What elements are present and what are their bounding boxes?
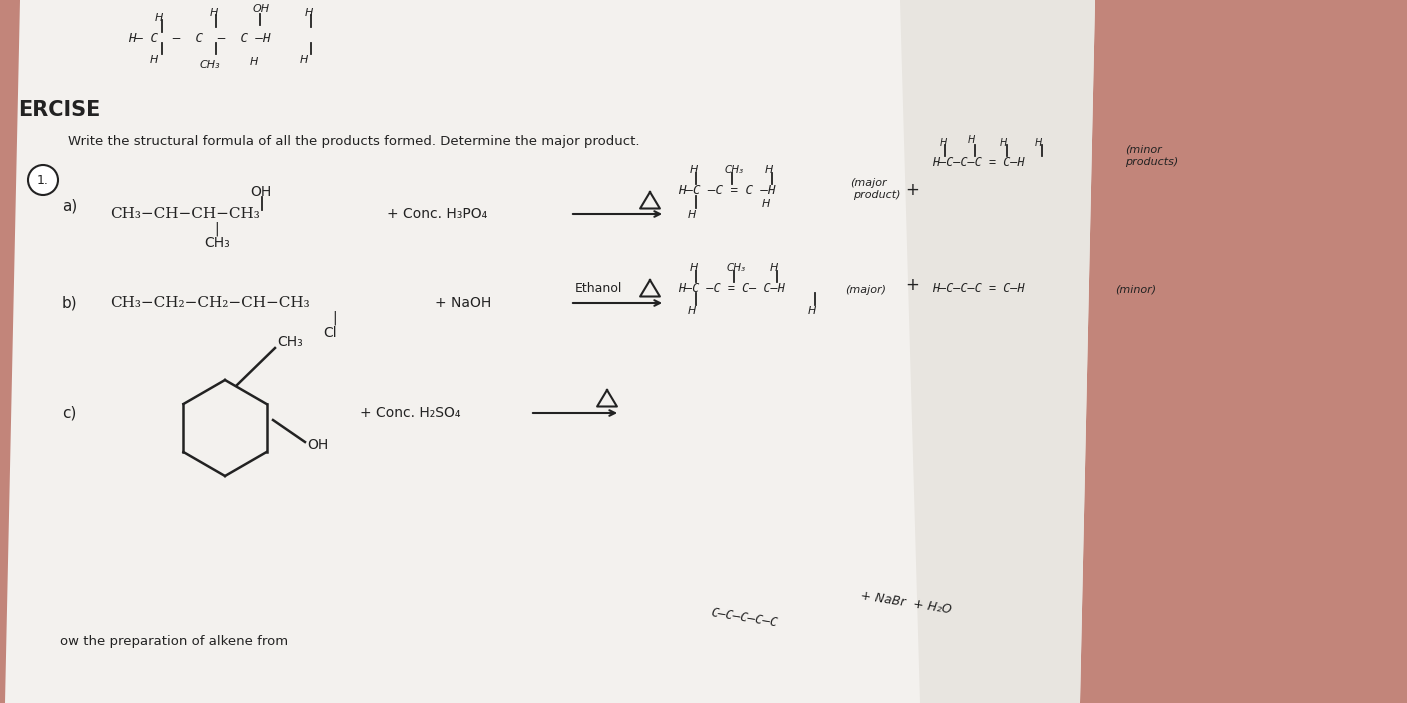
Text: H: H xyxy=(210,8,218,18)
Text: H–C–C–C = C–H: H–C–C–C = C–H xyxy=(931,281,1024,295)
Text: H: H xyxy=(770,263,778,273)
Text: 1.: 1. xyxy=(37,174,49,186)
Text: Cl: Cl xyxy=(324,326,336,340)
Text: OH: OH xyxy=(250,185,272,199)
Text: + Conc. H₂SO₄: + Conc. H₂SO₄ xyxy=(360,406,460,420)
Text: CH₃−CH−CH−CH₃: CH₃−CH−CH−CH₃ xyxy=(110,207,260,221)
Text: + NaOH: + NaOH xyxy=(435,296,491,310)
Text: H– C  –  C  –  C –H: H– C – C – C –H xyxy=(128,32,270,44)
Text: H: H xyxy=(300,55,308,65)
Text: H: H xyxy=(688,210,696,220)
Text: c): c) xyxy=(62,406,76,420)
Text: ERCISE: ERCISE xyxy=(18,100,100,120)
Text: CH₃: CH₃ xyxy=(725,165,744,175)
Text: CH₃: CH₃ xyxy=(277,335,303,349)
Text: OH: OH xyxy=(253,4,270,14)
Text: H: H xyxy=(151,55,159,65)
Text: H: H xyxy=(940,138,947,148)
Text: H: H xyxy=(688,306,696,316)
Text: CH₃: CH₃ xyxy=(204,236,229,250)
Text: (major): (major) xyxy=(846,285,886,295)
Text: CH₃: CH₃ xyxy=(200,60,221,70)
Text: H–C–C–C = C–H: H–C–C–C = C–H xyxy=(931,155,1024,169)
Polygon shape xyxy=(6,0,1095,703)
Text: (major: (major xyxy=(850,178,886,188)
Text: H: H xyxy=(155,13,163,23)
Text: |: | xyxy=(332,311,336,325)
Text: ow the preparation of alkene from: ow the preparation of alkene from xyxy=(61,635,288,647)
Polygon shape xyxy=(900,0,1095,703)
Text: CH₃: CH₃ xyxy=(727,263,746,273)
Text: H: H xyxy=(1036,138,1043,148)
Text: H: H xyxy=(968,135,975,145)
Text: + NaBr  + H₂O: + NaBr + H₂O xyxy=(860,589,953,617)
Text: product): product) xyxy=(853,190,900,200)
Text: H: H xyxy=(763,199,771,209)
Text: H: H xyxy=(765,165,774,175)
Text: b): b) xyxy=(62,295,77,311)
Text: + Conc. H₃PO₄: + Conc. H₃PO₄ xyxy=(387,207,487,221)
Text: H: H xyxy=(1000,138,1007,148)
Text: OH: OH xyxy=(307,438,328,452)
Text: Ethanol: Ethanol xyxy=(575,281,622,295)
Text: H–C –C = C– C–H: H–C –C = C– C–H xyxy=(678,281,785,295)
Text: H: H xyxy=(689,165,698,175)
Text: (minor: (minor xyxy=(1126,145,1162,155)
Circle shape xyxy=(28,165,58,195)
Text: +: + xyxy=(905,181,919,199)
Text: +: + xyxy=(905,276,919,294)
Text: products): products) xyxy=(1126,157,1178,167)
Text: |: | xyxy=(214,221,218,236)
Text: CH₃−CH₂−CH₂−CH−CH₃: CH₃−CH₂−CH₂−CH−CH₃ xyxy=(110,296,310,310)
Text: H: H xyxy=(808,306,816,316)
Text: C–C–C–C–C: C–C–C–C–C xyxy=(711,606,778,630)
Text: (minor): (minor) xyxy=(1114,285,1157,295)
Text: Write the structural formula of all the products formed. Determine the major pro: Write the structural formula of all the … xyxy=(68,134,640,148)
Text: a): a) xyxy=(62,198,77,214)
Text: H–C –C = C –H: H–C –C = C –H xyxy=(678,183,775,197)
Text: H: H xyxy=(305,8,314,18)
Text: H: H xyxy=(689,263,698,273)
Text: H: H xyxy=(250,57,259,67)
